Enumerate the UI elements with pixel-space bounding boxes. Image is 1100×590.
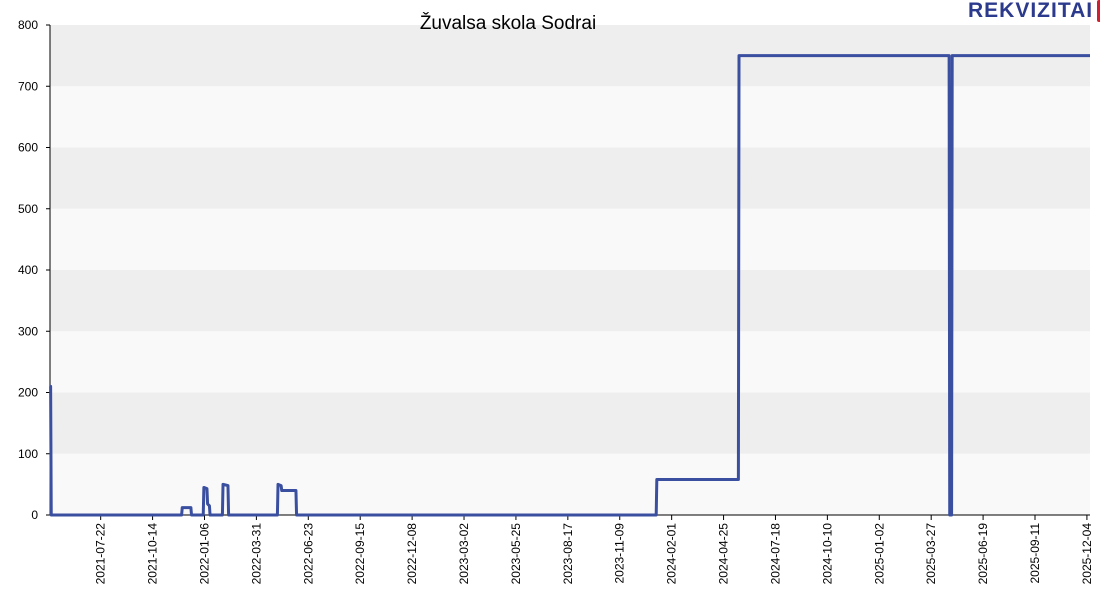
x-tick-label: 2025-09-11 (1028, 523, 1042, 584)
logo-badge: VŽ (1097, 0, 1100, 22)
grid-band (50, 86, 1090, 148)
y-tick-label: 100 (18, 447, 38, 461)
y-tick-label: 800 (18, 18, 38, 32)
y-tick-label: 600 (18, 141, 38, 155)
x-tick-label: 2021-07-22 (94, 523, 108, 585)
y-tick-label: 400 (18, 263, 38, 277)
x-tick-label: 2023-03-02 (457, 523, 471, 585)
grid-band (50, 208, 1090, 270)
grid-band (50, 331, 1090, 393)
grid-band (50, 270, 1090, 332)
x-tick-label: 2025-06-19 (976, 523, 990, 585)
y-tick-label: 700 (18, 79, 38, 93)
y-tick-label: 0 (31, 508, 38, 522)
grid-band (50, 392, 1090, 454)
x-tick-label: 2023-11-09 (613, 523, 627, 584)
logo-text: REKVIZITAI (968, 0, 1094, 22)
x-tick-label: 2024-10-10 (820, 523, 834, 585)
x-tick-label: 2024-07-18 (768, 523, 782, 585)
x-tick-label: 2021-10-14 (146, 523, 160, 585)
x-tick-label: 2023-08-17 (561, 523, 575, 585)
x-axis-ticks: 2021-07-22 2021-10-14 2022-01-06 2022-03-31… (94, 515, 1094, 584)
x-tick-label: 2025-03-27 (924, 523, 938, 585)
grid-band (50, 147, 1090, 209)
y-tick-label: 300 (18, 324, 38, 338)
x-tick-label: 2023-05-25 (509, 523, 523, 585)
x-tick-label: 2024-04-25 (717, 523, 731, 585)
x-tick-label: 2022-12-08 (405, 523, 419, 585)
brand-logo: REKVIZITAI VŽ (968, 0, 1100, 22)
x-tick-label: 2022-03-31 (249, 523, 263, 585)
grid-bands (50, 25, 1090, 515)
chart-title: Žuvalsa skola Sodrai (420, 12, 596, 34)
x-tick-label: 2022-06-23 (301, 523, 315, 585)
x-tick-label: 2022-09-15 (353, 523, 367, 585)
y-tick-label: 500 (18, 202, 38, 216)
x-tick-label: 2025-12-04 (1080, 523, 1094, 585)
y-tick-label: 200 (18, 386, 38, 400)
x-tick-label: 2024-02-01 (665, 523, 679, 585)
series-line (49, 54, 1090, 517)
x-tick-label: 2022-01-06 (197, 523, 211, 585)
x-tick-label: 2025-01-02 (872, 523, 886, 585)
y-axis-ticks: 0 100 200 300 400 500 600 700 800 (18, 18, 50, 522)
grid-band (50, 453, 1090, 515)
